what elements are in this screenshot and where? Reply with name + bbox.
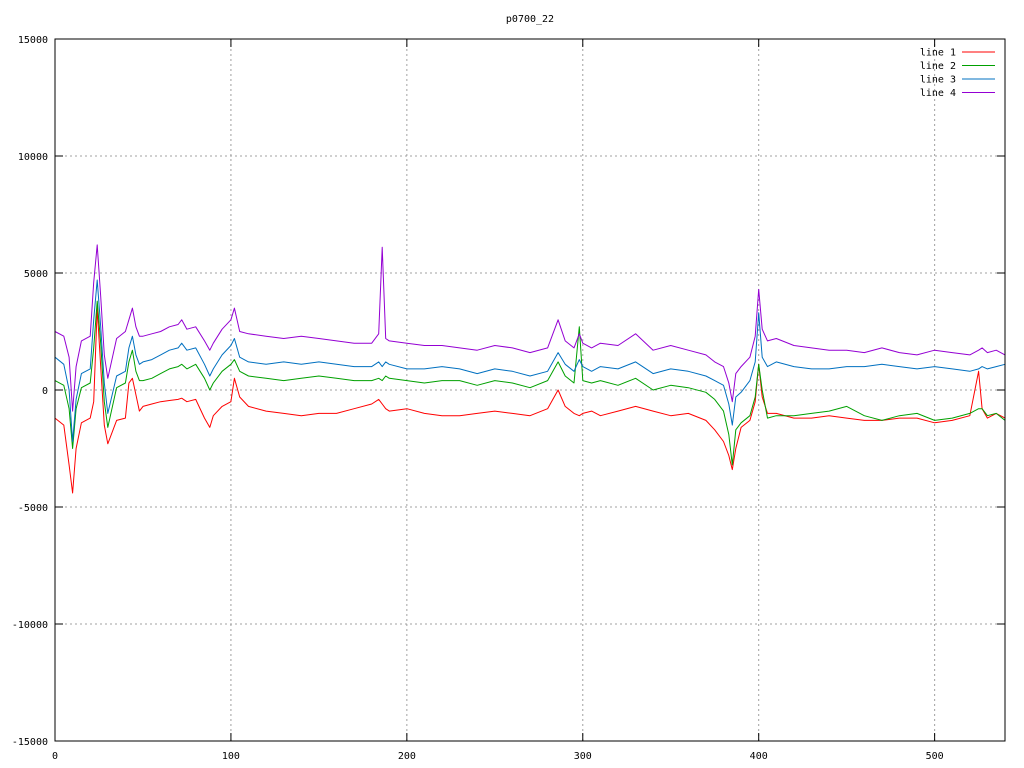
- grid: [55, 39, 1005, 741]
- x-tick-label: 400: [750, 751, 768, 762]
- y-tick-label: 5000: [24, 269, 48, 280]
- x-tick-label: 0: [52, 751, 58, 762]
- y-tick-label: -10000: [12, 620, 48, 631]
- chart-title: p0700_22: [506, 14, 554, 25]
- y-tick-label: -5000: [18, 503, 48, 514]
- x-tick-label: 300: [574, 751, 592, 762]
- legend-label: line 3: [920, 75, 956, 86]
- y-tick-label: 0: [42, 386, 48, 397]
- x-tick-label: 500: [926, 751, 944, 762]
- y-tick-label: 15000: [18, 35, 48, 46]
- axes: -15000 -10000 -5000 0 5000 10000 15000 0 100 200 3…: [12, 35, 1005, 762]
- legend-label: line 2: [920, 61, 956, 72]
- series-line-4: [54, 244, 1006, 412]
- series-line-1: [54, 307, 1006, 494]
- x-tick-label: 100: [222, 751, 240, 762]
- legend: line 1 line 2 line 3 line 4: [920, 48, 995, 99]
- series-layer: [54, 244, 1006, 494]
- legend-label: line 4: [920, 88, 956, 99]
- y-tick-label: -15000: [12, 737, 48, 748]
- y-tick-label: 10000: [18, 152, 48, 163]
- x-tick-label: 200: [398, 751, 416, 762]
- series-line-2: [54, 300, 1006, 466]
- series-line-3: [54, 279, 1006, 442]
- legend-label: line 1: [920, 48, 956, 59]
